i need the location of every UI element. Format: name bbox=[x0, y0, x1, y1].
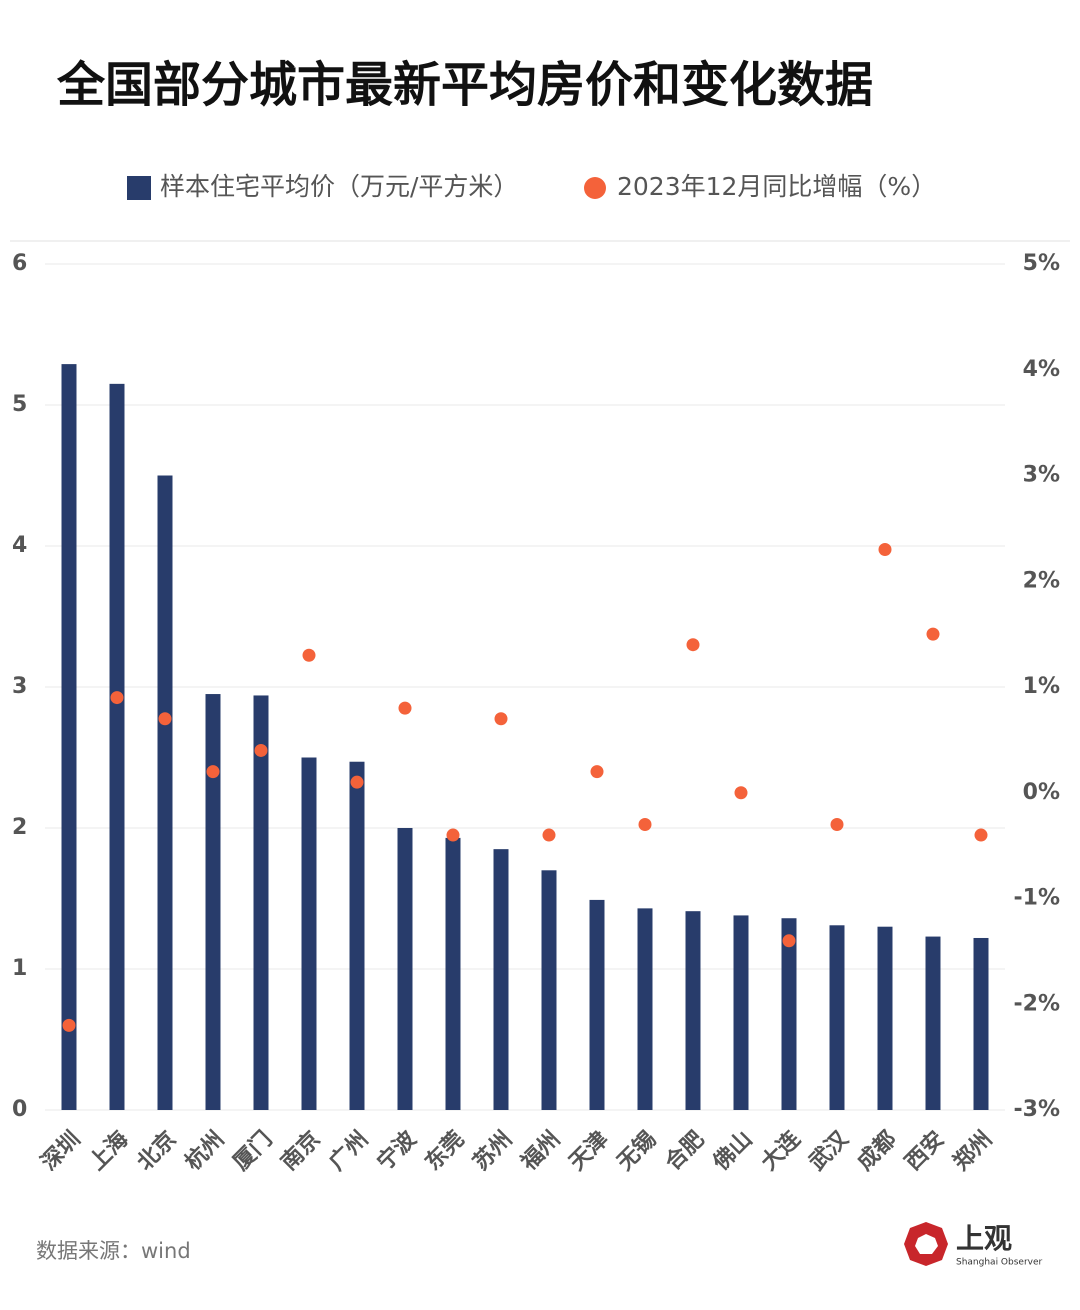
legend-swatch bbox=[584, 177, 606, 199]
bar bbox=[781, 918, 797, 1110]
bar bbox=[397, 828, 413, 1110]
point bbox=[830, 817, 844, 831]
y2-tick-label: 3% bbox=[1023, 463, 1060, 488]
x-tick-label: 佛山 bbox=[708, 1127, 758, 1177]
point bbox=[542, 828, 556, 842]
bar bbox=[157, 475, 173, 1110]
bar bbox=[589, 899, 605, 1110]
x-tick-label: 天津 bbox=[564, 1126, 614, 1176]
bar bbox=[253, 695, 269, 1110]
bar bbox=[637, 908, 653, 1110]
point bbox=[62, 1018, 76, 1032]
x-tick-label: 郑州 bbox=[949, 1127, 998, 1176]
point bbox=[590, 765, 604, 779]
chart-title: 全国部分城市最新平均房价和变化数据 bbox=[56, 57, 873, 113]
y2-tick-label: -3% bbox=[1014, 1097, 1060, 1122]
point bbox=[878, 543, 892, 557]
bar bbox=[877, 926, 893, 1110]
point bbox=[974, 828, 988, 842]
point bbox=[494, 712, 508, 726]
point bbox=[638, 817, 652, 831]
x-tick-label: 广州 bbox=[324, 1126, 374, 1176]
point bbox=[110, 691, 124, 705]
point bbox=[302, 648, 316, 662]
x-tick-label: 苏州 bbox=[468, 1126, 518, 1176]
point bbox=[398, 701, 412, 715]
x-tick-label: 成都 bbox=[853, 1127, 902, 1176]
x-tick-label: 南京 bbox=[276, 1126, 326, 1176]
point bbox=[350, 775, 364, 789]
y2-tick-label: 1% bbox=[1023, 674, 1060, 699]
y2-tick-label: 5% bbox=[1023, 251, 1060, 276]
y2-tick-label: 0% bbox=[1023, 780, 1060, 805]
x-tick-label: 北京 bbox=[132, 1126, 182, 1176]
y2-tick-label: 4% bbox=[1023, 357, 1060, 382]
legend-swatch bbox=[127, 176, 151, 200]
legend-label: 样本住宅平均价（万元/平方米） bbox=[160, 172, 518, 201]
y2-tick-label: 2% bbox=[1023, 568, 1060, 593]
bar bbox=[61, 364, 77, 1110]
x-tick-label: 东莞 bbox=[420, 1126, 470, 1176]
x-tick-label: 福州 bbox=[516, 1127, 566, 1177]
bar bbox=[301, 757, 317, 1110]
y-tick-label: 2 bbox=[12, 815, 27, 840]
point bbox=[782, 934, 796, 948]
x-tick-label: 杭州 bbox=[180, 1126, 230, 1176]
bar bbox=[445, 837, 461, 1110]
bar bbox=[541, 870, 557, 1110]
x-tick-label: 宁波 bbox=[372, 1125, 422, 1175]
point bbox=[926, 627, 940, 641]
point bbox=[734, 786, 748, 800]
bar bbox=[973, 937, 989, 1110]
logo-inner bbox=[915, 1234, 938, 1254]
logo: 上观 Shanghai Observer bbox=[904, 1222, 1043, 1268]
x-tick-label: 上海 bbox=[84, 1126, 134, 1176]
point bbox=[206, 765, 220, 779]
y-tick-label: 3 bbox=[12, 674, 27, 699]
bar bbox=[349, 761, 365, 1110]
y2-tick-label: -1% bbox=[1014, 886, 1060, 911]
bar bbox=[925, 936, 941, 1110]
bar bbox=[685, 911, 701, 1110]
point bbox=[254, 743, 268, 757]
bar bbox=[733, 915, 749, 1110]
y-tick-label: 6 bbox=[12, 251, 27, 276]
legend-label: 2023年12月同比增幅（%） bbox=[617, 172, 936, 201]
bar bbox=[829, 925, 845, 1110]
bar bbox=[205, 694, 221, 1110]
bar bbox=[109, 383, 125, 1111]
x-tick-label: 厦门 bbox=[228, 1126, 278, 1176]
y-tick-label: 5 bbox=[12, 392, 27, 417]
point bbox=[446, 828, 460, 842]
bar bbox=[493, 849, 509, 1110]
x-tick-label: 武汉 bbox=[805, 1126, 854, 1175]
brand-en: Shanghai Observer bbox=[956, 1258, 1043, 1268]
x-tick-label: 深圳 bbox=[37, 1127, 86, 1176]
x-tick-label: 无锡 bbox=[613, 1127, 662, 1176]
y-tick-label: 4 bbox=[12, 533, 27, 558]
x-tick-label: 西安 bbox=[900, 1126, 950, 1176]
point bbox=[158, 712, 172, 726]
x-tick-label: 合肥 bbox=[660, 1126, 710, 1176]
y-tick-label: 0 bbox=[12, 1097, 27, 1122]
y-tick-label: 1 bbox=[12, 956, 27, 981]
x-tick-label: 大连 bbox=[756, 1125, 806, 1175]
point bbox=[686, 638, 700, 652]
brand: 上观 bbox=[956, 1222, 1012, 1255]
source: 数据来源：wind bbox=[36, 1239, 191, 1263]
y2-tick-label: -2% bbox=[1014, 991, 1060, 1016]
